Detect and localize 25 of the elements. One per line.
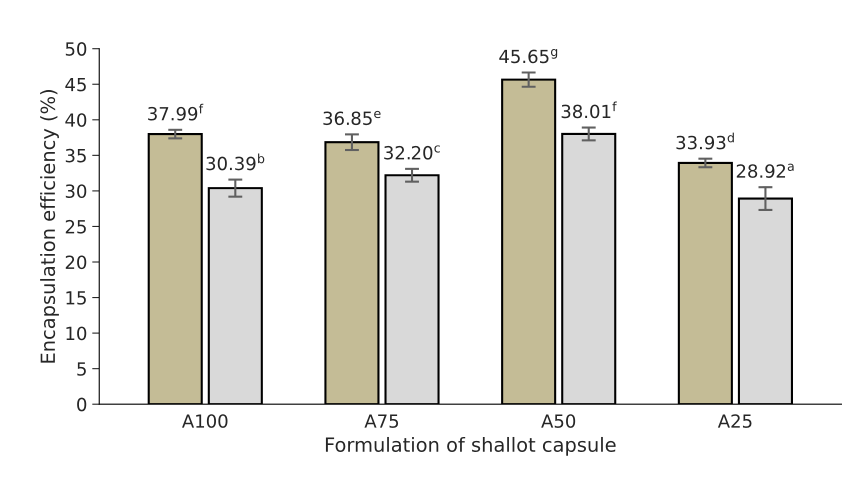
y-axis-title: Encapsulation efficiency (%) [40,90,59,363]
data-label: 32.20$^{c}$ [384,145,440,160]
y-tick-label: 45 [65,78,86,92]
y-tick-label: 20 [66,255,86,270]
y-tick-label: 40 [65,113,86,127]
y-tick-label: 15 [66,291,86,305]
y-tick-label: 10 [66,326,86,340]
data-label: 33.93$^{d}$ [676,132,734,150]
y-tick-label: 25 [66,220,86,234]
x-tick-label: A50 [541,414,576,428]
x-tick-label: A25 [718,414,752,428]
data-label: 37.99$^{f}$ [148,104,204,121]
y-tick-label: 30 [66,184,86,198]
y-tick-label: 5 [77,362,86,376]
data-label: 30.39$^{b}$ [206,154,264,170]
y-tick-label: 0 [77,398,86,412]
y-tick-label: 50 [66,42,86,56]
x-tick-label: A75 [364,414,398,428]
data-label: 28.92$^{a}$ [736,164,794,178]
y-tick-label: 35 [66,148,86,162]
x-axis-title: Formulation of shallot capsule [326,436,616,456]
data-label: 45.65$^{g}$ [499,48,558,64]
x-tick-label: A100 [182,414,228,428]
data-label: 36.85$^{e}$ [323,110,381,126]
data-label: 38.01$^{f}$ [562,102,617,118]
